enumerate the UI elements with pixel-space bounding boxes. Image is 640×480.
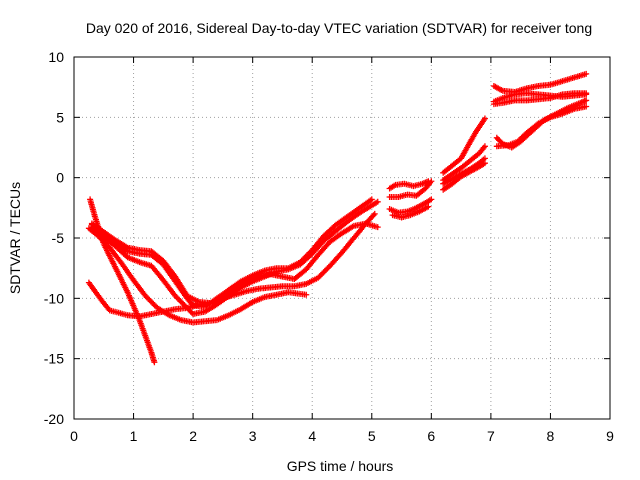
data-point [181, 302, 188, 309]
data-series [440, 115, 488, 176]
data-point [583, 103, 590, 110]
data-series [490, 70, 590, 95]
x-tick-label: 4 [308, 428, 316, 444]
data-point [145, 295, 152, 302]
x-tick-label: 7 [487, 428, 495, 444]
data-point [94, 232, 101, 239]
data-point [368, 196, 375, 203]
data-point [374, 224, 381, 231]
data-point [374, 198, 381, 205]
y-tick-label: 0 [56, 170, 64, 186]
data-series [386, 196, 435, 216]
data-point [583, 97, 590, 104]
data-series [389, 203, 432, 221]
data-series [490, 90, 590, 108]
data-series [490, 90, 590, 105]
x-tick-label: 9 [606, 428, 614, 444]
data-series [88, 220, 381, 307]
data-point [371, 210, 378, 217]
x-tick-label: 8 [547, 428, 555, 444]
y-tick-label: -5 [52, 230, 65, 246]
grid [74, 57, 610, 419]
data-point [425, 203, 432, 210]
data-series [85, 225, 310, 326]
x-tick-label: 3 [249, 428, 257, 444]
y-tick-label: 10 [48, 49, 64, 65]
y-tick-label: -15 [44, 351, 64, 367]
y-tick-label: -10 [44, 290, 64, 306]
data-point [151, 359, 158, 366]
data-point [370, 212, 377, 219]
x-tick-label: 2 [189, 428, 197, 444]
data-point [481, 160, 488, 167]
x-axis-label: GPS time / hours [287, 458, 394, 474]
y-tick-label: 5 [56, 109, 64, 125]
y-axis-label: SDTVAR / TECUs [7, 182, 23, 294]
x-tick-label: 0 [70, 428, 78, 444]
ticks: 0 1 2 3 4 5 6 7 8 9 -20 -15 -10 -5 0 5 10 [44, 49, 614, 444]
data-series [440, 160, 488, 193]
data-point [583, 91, 590, 98]
x-tick-label: 1 [130, 428, 138, 444]
plot-area [85, 70, 590, 366]
data-series [87, 196, 158, 366]
x-tick-label: 6 [427, 428, 435, 444]
data-point [583, 70, 590, 77]
data-point [481, 115, 488, 122]
data-series [493, 103, 590, 150]
data-series [440, 143, 488, 184]
chart-title: Day 020 of 2016, Sidereal Day-to-day VTE… [86, 20, 592, 36]
data-point [428, 196, 435, 203]
data-point [481, 143, 488, 150]
data-point [303, 291, 310, 298]
x-tick-label: 5 [368, 428, 376, 444]
y-tick-label: -20 [44, 411, 64, 427]
data-series [386, 178, 435, 200]
data-point [428, 178, 435, 185]
